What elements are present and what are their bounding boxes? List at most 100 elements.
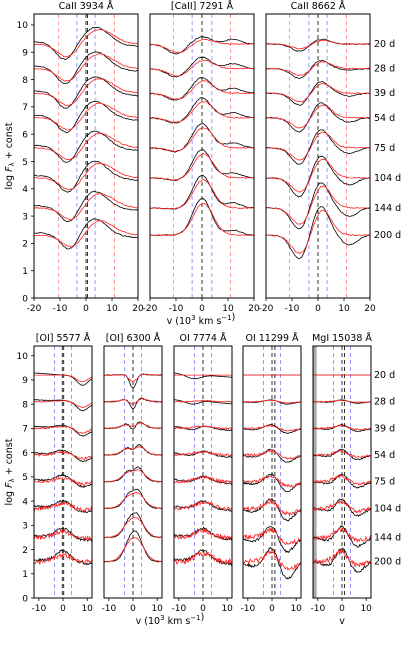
epoch-label-7: 200 d [374,230,401,241]
x-tick-label: 0 [83,304,89,314]
spectrum-red-2 [242,424,302,432]
y-tick-label: 5 [22,473,28,483]
y-tick-label: 8 [22,400,28,410]
x-tick-label: 0 [200,604,206,614]
x-tick-label: 10 [290,604,302,614]
y-tick-label: 2 [22,240,28,250]
epoch-label-1: 28 d [374,397,395,408]
spectrum-red-7 [242,549,302,571]
spectrum-red-7 [265,209,371,255]
spectrum-red-7 [312,549,372,568]
spectrum-red-5 [150,152,255,181]
panel-1-3 [242,345,302,601]
spectrum-red-0 [104,373,163,382]
spectrum-black-2 [242,424,302,434]
spectrum-red-2 [103,422,162,430]
y-tick-label: 3 [22,212,28,222]
panel-0-2 [265,13,371,301]
spectrum-red-6 [242,527,302,546]
x-tick-label: 20 [132,304,144,314]
spectrum-red-3 [103,445,163,456]
panel-title: CaII 8662 Å [291,0,346,12]
spectrum-red-3 [33,450,93,460]
panel-1-0 [31,345,93,601]
x-tick-label: 0 [315,304,321,314]
spectrum-black-4 [33,474,93,488]
spectrum-black-7 [149,198,254,237]
x-tick-label: 20 [248,304,260,314]
spectrum-red-3 [265,104,371,129]
spectrum-red-7 [33,552,93,566]
epoch-label-6: 144 d [374,532,401,543]
y-tick-label: 1 [22,267,28,277]
epoch-label-0: 20 d [374,370,395,381]
spectrum-red-1 [149,59,255,77]
epoch-label-6: 144 d [374,203,401,214]
epoch-label-2: 39 d [374,88,395,99]
spectrum-black-4 [265,129,371,165]
epoch-label-4: 75 d [374,477,395,488]
spectrum-red-5 [265,158,371,193]
spectrum-black-3 [149,97,255,124]
spectrum-black-5 [33,160,139,193]
spectrum-red-6 [265,185,371,225]
spectrum-black-7 [265,206,371,260]
y-tick-label: 1 [22,570,28,580]
y-tick-label: 0 [22,594,28,604]
x-tick-label: -10 [285,304,300,314]
y-tick-label: 7 [22,425,28,435]
x-tick-label: 10 [222,304,234,314]
epoch-label-4: 75 d [374,143,395,154]
panel-title: OI 11299 Å [245,332,299,344]
y-tick-label: 9 [22,376,28,386]
spectrum-red-1 [242,399,302,404]
epoch-label-3: 54 d [374,450,395,461]
spectrum-black-3 [312,448,372,461]
x-tick-label: 10 [151,604,163,614]
spectrum-red-2 [149,79,254,100]
x-tick-label: 10 [360,604,372,614]
y-tick-label: 3 [22,522,28,532]
spectrum-red-6 [103,516,163,539]
spectrum-red-2 [312,424,371,431]
spectrum-red-5 [242,498,302,517]
spectrum-red-2 [266,82,371,103]
spectrum-red-4 [149,127,255,152]
panel-frame [33,345,93,599]
panel-1-4 [312,345,372,601]
y-tick-label: 4 [22,185,28,195]
spectrum-red-7 [33,220,139,247]
panel-title: CaII 3934 Å [59,0,114,12]
y-tick-label: 6 [22,449,28,459]
x-tick-label: 0 [130,604,136,614]
spectrum-red-6 [173,528,233,541]
spectrum-red-2 [33,425,93,434]
x-tick-label: 10 [221,604,233,614]
spectrum-black-3 [33,449,93,463]
spectrum-red-3 [33,102,139,131]
spectrum-red-7 [173,551,233,565]
spectrum-black-4 [242,473,302,492]
spectrum-black-5 [265,155,371,198]
y-tick-label: 0 [22,294,28,304]
panel-0-1 [149,13,255,301]
x-tick-label: -20 [27,304,42,314]
panel-x-label: v [339,616,345,627]
spectrum-red-5 [313,499,372,514]
spectrum-red-1 [265,61,371,76]
spectrum-black-7 [242,546,302,580]
spectrum-red-4 [265,131,370,161]
x-tick-label: 0 [199,304,205,314]
spectrum-red-5 [104,491,163,509]
spectrum-black-6 [104,512,163,539]
panel-title: [OI] 5577 Å [36,332,91,344]
epoch-label-5: 104 d [374,503,401,514]
x-tick-label: 10 [106,304,118,314]
spectrum-red-5 [33,500,93,513]
x-tick-label: -20 [143,304,158,314]
y-tick-label: 5 [22,158,28,168]
x-tick-label: 10 [81,604,93,614]
spectrum-black-4 [312,473,372,489]
spectrum-black-6 [265,182,371,230]
